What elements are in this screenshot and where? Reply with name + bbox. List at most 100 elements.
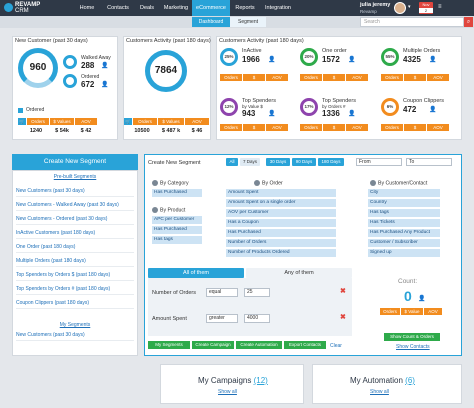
criteria-chip[interactable]: AOV per Customer [226, 209, 336, 217]
prebuilt-segments-header[interactable]: Pre-built Segments [53, 174, 97, 180]
by-product-text: By Product [160, 207, 186, 214]
by-customer-label: By Customer/Contact [370, 180, 427, 186]
range-7-days[interactable]: 7 Days [240, 158, 260, 166]
range-all[interactable]: All [226, 158, 238, 166]
nav-home[interactable]: Home [79, 5, 95, 11]
to-date-input[interactable]: To [406, 158, 452, 166]
activity-value: 1572 [322, 55, 340, 64]
condition-operator-select[interactable]: greater [206, 314, 238, 323]
my-campaigns-count[interactable]: (12) [253, 376, 268, 385]
activity-label: Multiple Orders [403, 48, 441, 54]
list-item[interactable]: New Customers (past 30 days) [16, 186, 134, 197]
nav-deals[interactable]: Deals [139, 5, 155, 11]
export-contacts-button[interactable]: Export Contacts [284, 341, 326, 349]
criteria-chip[interactable]: Country [368, 199, 440, 207]
chevron-down-icon[interactable]: ▾ [408, 4, 411, 10]
activity-sublabel: by Orders # [322, 104, 346, 109]
criteria-chip[interactable]: Has Purchased [152, 189, 202, 197]
condition-value-input[interactable]: 25 [244, 288, 270, 297]
aov-label: AOV [346, 74, 368, 81]
condition-operator-select[interactable]: equal [206, 288, 238, 297]
my-segments-header[interactable]: My Segments [59, 322, 91, 328]
orders-label: Orders [381, 74, 403, 81]
criteria-chip[interactable]: Has Tickets [368, 219, 440, 227]
nav-integration[interactable]: Integration [265, 5, 291, 11]
condition-value-input[interactable]: 4000 [244, 314, 270, 323]
list-item[interactable]: New Customers - Ordered (past 30 days) [16, 214, 134, 225]
logo-icon [4, 3, 13, 12]
aov-label: AOV [424, 308, 442, 315]
criteria-chip[interactable]: Has tags [368, 209, 440, 217]
list-item[interactable]: InActive Customers (past 180 days) [16, 228, 134, 239]
orders-value: 1240 [29, 128, 43, 134]
criteria-chip[interactable]: Customer / Subscriber [368, 239, 440, 247]
automation-show-all-link[interactable]: Show all [370, 389, 389, 395]
tab-dashboard[interactable]: Dashboard [192, 17, 230, 27]
nav-marketing[interactable]: Marketing [163, 5, 189, 11]
legend-swatch [18, 108, 23, 113]
clear-link[interactable]: Clear [330, 343, 342, 349]
criteria-chip[interactable]: Has a Coupon [226, 219, 336, 227]
criteria-chip[interactable]: Signed up [368, 249, 440, 257]
nav-contacts[interactable]: Contacts [107, 5, 129, 11]
criteria-chip[interactable]: Amount Spent [226, 189, 336, 197]
campaigns-show-all-link[interactable]: Show all [218, 389, 237, 395]
nav-reports[interactable]: Reports [235, 5, 255, 11]
remove-condition-icon[interactable]: ✖ [340, 314, 346, 321]
user-company: Revamp [360, 9, 377, 14]
value-label: $ [243, 124, 265, 131]
range-90-days[interactable]: 90 Days [292, 158, 316, 166]
show-contacts-link[interactable]: Show Contacts [396, 344, 430, 350]
search-input[interactable]: Search [360, 17, 464, 27]
list-item[interactable]: Multiple Orders (past 180 days) [16, 256, 134, 267]
user-name[interactable]: julia jeremy [360, 2, 391, 8]
orders-label: Orders [300, 74, 322, 81]
range-180-days[interactable]: 180 Days [318, 158, 344, 166]
create-campaign-button[interactable]: Create Campaign [192, 341, 234, 349]
create-automation-button[interactable]: Create Automation [236, 341, 282, 349]
list-item[interactable]: New Customers - Walked Away (past 30 day… [16, 200, 134, 211]
customers-activity-title: Customers Activity (past 180 days) [126, 38, 211, 44]
my-campaigns-label[interactable]: My Campaigns (12) [198, 376, 268, 385]
user-icon: 👤 [101, 63, 109, 69]
customer-icon [370, 180, 376, 186]
create-new-segment-button[interactable]: Create New Segment [12, 154, 138, 170]
criteria-chip[interactable]: Amount Spent on a single order [226, 199, 336, 207]
tab-segment[interactable]: Segment [230, 17, 266, 27]
list-item[interactable]: Coupon Clippers (past 180 days) [16, 298, 134, 309]
aov-label: AOV [346, 124, 368, 131]
criteria-chip[interactable]: APC per Customer [152, 216, 202, 224]
activity-label: InActive [242, 48, 262, 54]
match-all-tab[interactable]: All of them [148, 268, 244, 278]
menu-icon[interactable]: ≡ [438, 4, 442, 10]
search-icon[interactable]: ⌕ [464, 17, 473, 27]
my-automation-label[interactable]: My Automation (6) [350, 376, 415, 385]
list-item[interactable]: New Customers (past 30 days) [16, 330, 134, 341]
match-any-tab[interactable]: Any of them [246, 268, 352, 278]
activity-ring [300, 98, 318, 116]
revamp-logo[interactable]: REVAMP CRM [4, 1, 74, 15]
criteria-chip[interactable]: Has Purchased [226, 229, 336, 237]
values-label: $ Values [158, 118, 184, 125]
aov-value: $ 46 [191, 128, 203, 134]
criteria-chip[interactable]: Number of Orders [226, 239, 336, 247]
aov-label: AOV [266, 74, 288, 81]
show-count-button[interactable]: Show Count & Orders [384, 333, 440, 341]
user-icon: 👤 [268, 57, 276, 63]
range-30-days[interactable]: 30 Days [266, 158, 290, 166]
list-item[interactable]: One Order (past 180 days) [16, 242, 134, 253]
nav-ecommerce[interactable]: eCommerce [192, 0, 230, 16]
my-automation-count[interactable]: (6) [405, 376, 415, 385]
my-segments-button[interactable]: My Segments [148, 341, 190, 349]
criteria-chip[interactable]: Has Purchased [152, 226, 202, 234]
remove-condition-icon[interactable]: ✖ [340, 288, 346, 295]
values-value: $ 54k [55, 128, 69, 134]
criteria-chip[interactable]: Has Purchased Any Product [368, 229, 440, 237]
criteria-chip[interactable]: Has tags [152, 236, 202, 244]
list-item[interactable]: Top Spenders by Orders $ (past 180 days) [16, 270, 134, 281]
avatar[interactable] [394, 2, 406, 14]
from-date-input[interactable]: From [356, 158, 402, 166]
criteria-chip[interactable]: Number of Products Ordered [226, 249, 336, 257]
list-item[interactable]: Top Spenders by Orders # (past 180 days) [16, 284, 134, 295]
criteria-chip[interactable]: City [368, 189, 440, 197]
